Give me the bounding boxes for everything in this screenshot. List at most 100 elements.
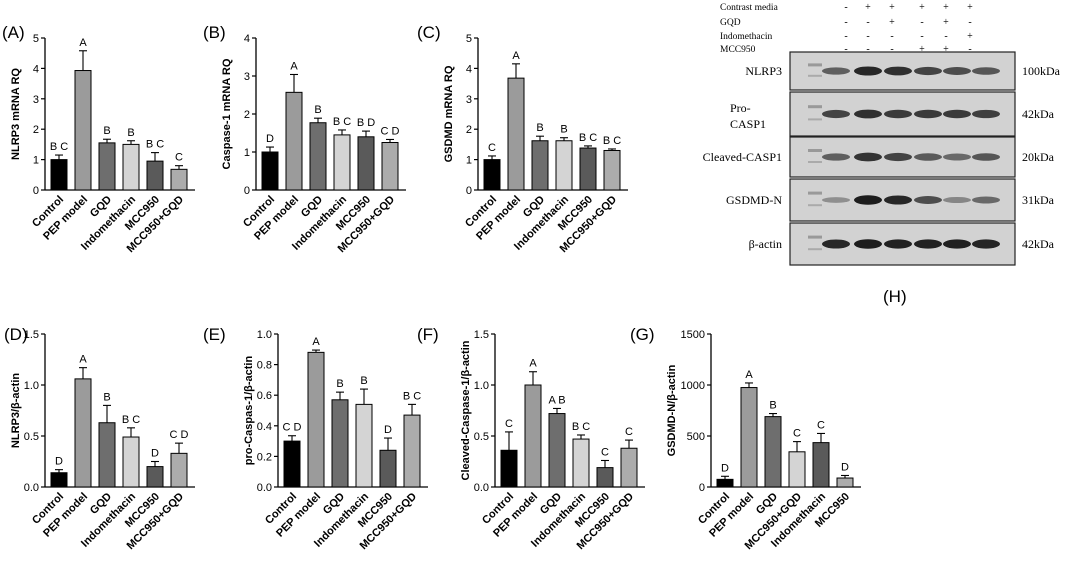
blot-row-label: NLRP3	[745, 64, 782, 78]
ladder-band	[808, 161, 822, 163]
y-tick-label: 1	[244, 147, 250, 159]
bar-1	[74, 378, 92, 488]
bar-3	[555, 140, 573, 191]
condition-sign: -	[920, 17, 923, 28]
bar-3	[572, 438, 590, 488]
y-tick-label: 3	[33, 94, 39, 106]
condition-sign: -	[890, 31, 893, 42]
bar-2	[98, 142, 116, 191]
y-tick-label: 0.8	[257, 360, 272, 372]
condition-sign: +	[967, 31, 973, 42]
significance-label: D	[721, 462, 729, 474]
condition-sign: +	[889, 17, 895, 28]
condition-sign: -	[844, 31, 847, 42]
bar-2	[309, 122, 327, 191]
y-axis-title: GSDMD mRNA RQ	[443, 65, 455, 162]
protein-band	[854, 152, 882, 162]
bar-5	[620, 447, 638, 488]
bar-1	[74, 70, 92, 191]
panel-letter: (C)	[417, 23, 441, 42]
significance-label: B C	[572, 421, 590, 433]
significance-label: C	[505, 418, 513, 430]
bar-2	[764, 416, 782, 488]
bar-2	[98, 422, 116, 488]
y-tick-label: 1000	[681, 380, 705, 392]
significance-label: A	[79, 37, 87, 49]
bar-0	[483, 159, 501, 191]
ladder-band	[808, 149, 822, 152]
bar-4	[596, 467, 614, 488]
condition-sign: -	[944, 31, 947, 42]
bar-4	[379, 449, 397, 488]
significance-label: D	[384, 424, 392, 436]
bar-3	[788, 451, 806, 488]
ladder-band	[808, 105, 822, 109]
chart-f: (F) 0.0 0.5 1.0 1.5Cleaved-Caspase-1/β-actin…	[417, 325, 645, 552]
protein-band	[822, 153, 850, 161]
significance-label: B	[769, 400, 776, 412]
significance-label: A	[512, 50, 520, 62]
condition-sign: -	[844, 2, 847, 13]
y-tick-label: 1.5	[24, 329, 39, 341]
molecular-weight-label: 42kDa	[1022, 237, 1055, 251]
significance-label: B C	[122, 414, 140, 426]
ladder-band	[808, 74, 822, 77]
panel-letter: (G)	[630, 325, 655, 344]
bar-4	[357, 136, 375, 191]
condition-sign: -	[968, 44, 971, 55]
condition-label: MCC950	[720, 45, 756, 55]
protein-band	[884, 109, 912, 119]
significance-label: A	[312, 336, 320, 348]
protein-band	[884, 239, 912, 249]
protein-band	[972, 196, 1000, 204]
significance-label: A B	[548, 394, 565, 406]
y-tick-label: 5	[466, 33, 472, 45]
bar-4	[812, 442, 830, 488]
bar-1	[740, 387, 758, 488]
condition-sign: +	[919, 2, 925, 13]
condition-sign: -	[844, 17, 847, 28]
protein-band	[943, 109, 971, 119]
y-axis-title: GSDMD-N/β-actin	[666, 364, 678, 456]
significance-label: B	[360, 375, 367, 387]
condition-sign: +	[865, 2, 871, 13]
condition-sign: +	[943, 17, 949, 28]
y-tick-label: 0.0	[24, 482, 39, 494]
protein-band	[822, 197, 850, 203]
significance-label: C	[817, 419, 825, 431]
significance-label: B C	[50, 141, 68, 153]
y-tick-label: 1	[33, 155, 39, 167]
bar-3	[122, 143, 140, 191]
y-tick-label: 1	[466, 155, 472, 167]
condition-sign: -	[968, 17, 971, 28]
bar-5	[170, 452, 188, 488]
condition-sign: +	[943, 2, 949, 13]
blot-row-label: CASP1	[730, 117, 766, 131]
significance-label: D	[151, 448, 159, 460]
western-blot-panel: Contrast media - + + + + + GQD - - + - + - Indomethaci…	[703, 2, 1061, 306]
significance-label: A	[529, 358, 537, 370]
condition-sign: -	[866, 31, 869, 42]
condition-label: Contrast media	[720, 3, 779, 13]
significance-label: B	[336, 378, 343, 390]
blot-row-2: Cleaved-CASP1 20kDa	[703, 136, 1055, 178]
bar-5	[403, 414, 421, 488]
y-tick-label: 0.0	[257, 482, 272, 494]
ladder-band	[808, 248, 822, 251]
protein-band	[914, 196, 942, 204]
blot-row-label: Cleaved-CASP1	[703, 150, 782, 164]
protein-band	[884, 195, 912, 205]
y-tick-label: 0.6	[257, 390, 272, 402]
protein-band	[854, 109, 882, 119]
condition-sign: -	[844, 44, 847, 55]
significance-label: B	[560, 124, 567, 136]
y-axis-title: NLRP3 mRNA RQ	[10, 68, 22, 160]
chart-e: (E) 0.0 0.2 0.4 0.6 0.8 1.0 pro-Caspas-1/β-acti…	[203, 325, 428, 552]
y-tick-label: 2	[466, 124, 472, 136]
bar-0	[50, 159, 68, 191]
protein-band	[914, 239, 942, 249]
y-tick-label: 0.0	[474, 482, 489, 494]
protein-band	[884, 152, 912, 162]
